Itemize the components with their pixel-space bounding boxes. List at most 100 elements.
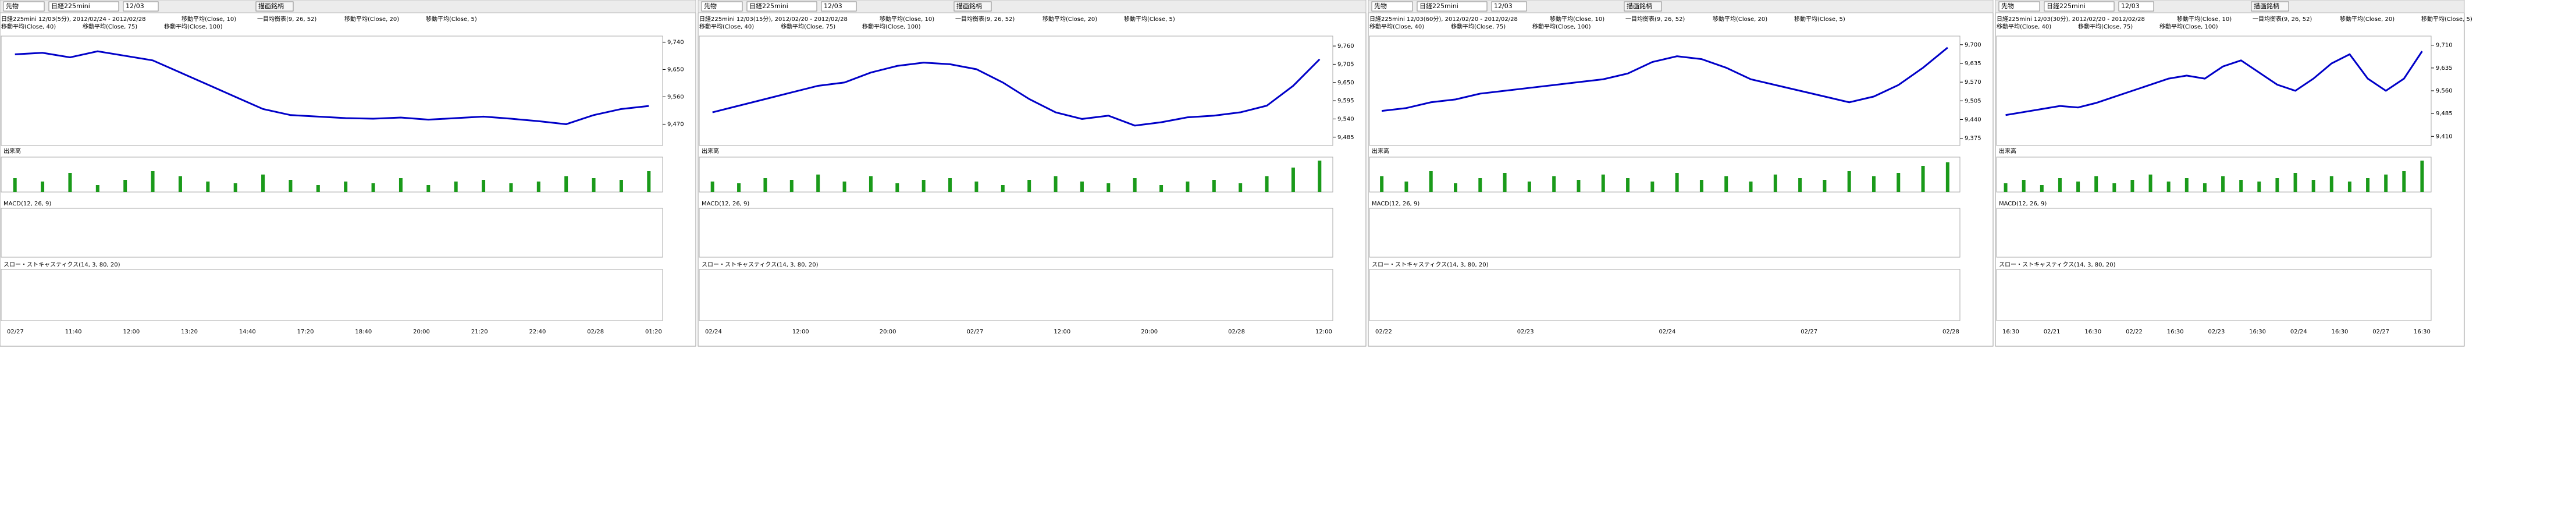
dropdown[interactable] (1491, 1, 1527, 12)
dropdown[interactable] (1998, 1, 2040, 12)
volume-bar (1106, 183, 1111, 192)
dropdown[interactable] (746, 1, 817, 12)
macd-plot (1996, 208, 2432, 258)
dropdown[interactable] (821, 1, 857, 12)
dropdown-label[interactable]: 先物 (2001, 2, 2014, 10)
panel-label: MACD(12, 26, 9) (1999, 201, 2047, 207)
volume-plot (1, 157, 663, 193)
legend-text: 移動平均(Close, 5) (1124, 15, 1175, 23)
dropdown-label[interactable]: 12/03 (2121, 2, 2140, 10)
volume-bar (2384, 175, 2388, 192)
legend-text: 移動平均(Close, 75) (1451, 23, 1506, 30)
volume-bar (123, 180, 127, 192)
volume-bar (1724, 176, 1728, 192)
volume-bar (564, 176, 568, 192)
volume-bar (869, 176, 873, 192)
y-tick-label: 9,595 (1337, 98, 1354, 104)
y-tick-label: 9,650 (1337, 80, 1354, 86)
dropdown-label[interactable]: 先物 (6, 2, 19, 10)
volume-bar (399, 178, 403, 192)
x-tick-label: 02/28 (1942, 329, 1959, 335)
button[interactable] (255, 1, 294, 12)
panel-frame (1995, 0, 2465, 347)
legend-text: 移動平均(Close, 10) (880, 15, 934, 23)
legend-text: 一目均衡表(9, 26, 52) (257, 15, 316, 23)
legend-text: 日経225mini 12/03(5分), 2012/02/24 - 2012/0… (1, 15, 145, 23)
volume-bar (1847, 171, 1851, 192)
volume-bar (289, 180, 293, 192)
volume-bar (619, 180, 623, 192)
y-tick-label: 9,410 (2436, 133, 2453, 140)
volume-bar (2275, 178, 2279, 192)
volume-bar (2040, 185, 2044, 192)
volume-bar (1265, 176, 1269, 192)
dropdown-label[interactable]: 12/03 (824, 2, 842, 10)
button-label[interactable]: 描画銘柄 (2254, 2, 2279, 10)
panel-label: MACD(12, 26, 9) (1372, 201, 1419, 207)
dropdown[interactable] (3, 1, 45, 12)
button-label[interactable]: 描画銘柄 (956, 2, 982, 10)
volume-bar (842, 182, 846, 192)
dropdown[interactable] (1371, 1, 1413, 12)
panel-label: 出来高 (3, 147, 21, 155)
y-tick-label: 9,760 (1337, 43, 1354, 49)
volume-bar (1823, 180, 1827, 192)
x-tick-label: 12:00 (1054, 329, 1070, 335)
dropdown-label[interactable]: 日経225mini (1419, 2, 1458, 10)
dropdown-label[interactable]: 先物 (704, 2, 717, 10)
volume-bar (1318, 161, 1322, 192)
dropdown[interactable] (2118, 1, 2154, 12)
x-tick-label: 02/27 (1801, 329, 1817, 335)
dropdown-label[interactable]: 12/03 (1494, 2, 1513, 10)
legend-text: 移動平均(Close, 40) (1369, 23, 1424, 30)
dropdown[interactable] (123, 1, 159, 12)
dropdown[interactable] (1417, 1, 1488, 12)
x-tick-label: 02/28 (1228, 329, 1245, 335)
toolbar (698, 0, 1367, 13)
volume-bar (789, 180, 794, 192)
volume-bar (2329, 176, 2333, 192)
legend-text: 移動平均(Close, 75) (781, 23, 835, 30)
dropdown-label[interactable]: 先物 (1374, 2, 1387, 10)
volume-bar (2076, 182, 2080, 192)
button[interactable] (953, 1, 992, 12)
panel-label: スロー・ストキャスティクス(14, 3, 80, 20) (1999, 261, 2116, 268)
volume-bar (509, 183, 513, 192)
button[interactable] (2251, 1, 2289, 12)
x-tick-label: 02/23 (2208, 329, 2225, 335)
legend-text: 移動平均(Close, 40) (699, 23, 754, 30)
legend-text: 一目均衡表(9, 26, 52) (2253, 15, 2312, 23)
volume-bar (1945, 162, 1949, 192)
volume-plot (1369, 157, 1961, 193)
volume-bar (206, 182, 210, 192)
x-tick-label: 12:00 (792, 329, 809, 335)
volume-bar (1159, 185, 1164, 192)
x-tick-label: 20:00 (880, 329, 896, 335)
dropdown-label[interactable]: 12/03 (126, 2, 144, 10)
button-label[interactable]: 描画銘柄 (1627, 2, 1652, 10)
price-line (2005, 51, 2423, 116)
x-tick-label: 13:20 (181, 329, 198, 335)
button[interactable] (1624, 1, 1662, 12)
dropdown[interactable] (701, 1, 743, 12)
dropdown-label[interactable]: 日経225mini (749, 2, 788, 10)
volume-bar (95, 185, 99, 192)
volume-bar (1404, 182, 1408, 192)
volume-bar (647, 171, 651, 192)
y-tick-label: 9,650 (667, 66, 684, 73)
volume-bar (895, 183, 899, 192)
dropdown[interactable] (48, 1, 119, 12)
dropdown-label[interactable]: 日経225mini (51, 2, 90, 10)
legend-text: 移動平均(Close, 20) (2340, 15, 2394, 23)
dropdown[interactable] (2044, 1, 2115, 12)
button-label[interactable]: 描画銘柄 (258, 2, 284, 10)
volume-bar (737, 183, 741, 192)
y-tick-label: 9,505 (1965, 98, 1981, 104)
dropdown-label[interactable]: 日経225mini (2047, 2, 2086, 10)
volume-bar (2347, 182, 2351, 192)
y-tick-label: 9,375 (1965, 136, 1981, 142)
volume-bar (1454, 183, 1458, 192)
volume-bar (454, 182, 458, 192)
